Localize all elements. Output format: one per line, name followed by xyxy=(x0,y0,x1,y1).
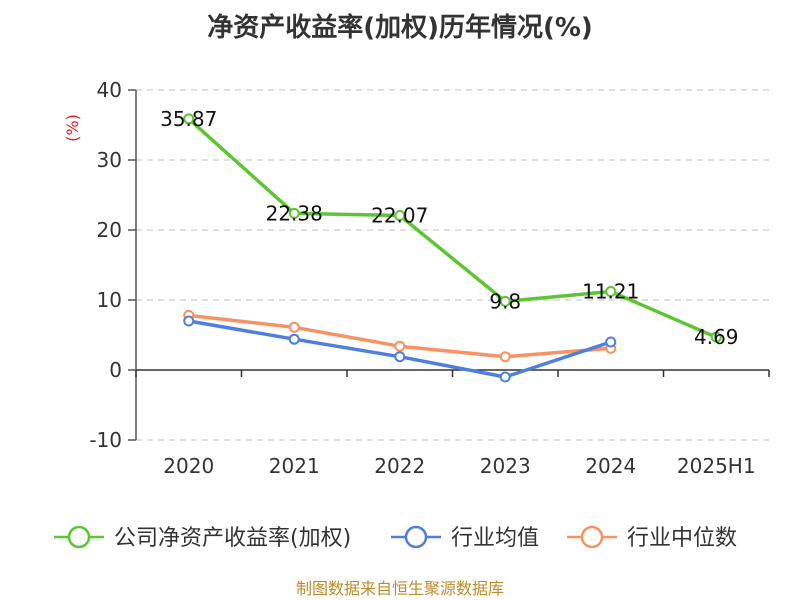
y-tick-label: 20 xyxy=(97,218,122,242)
data-point xyxy=(499,351,511,363)
data-point xyxy=(394,210,406,222)
legend-marker-icon xyxy=(404,525,428,549)
legend-label: 行业均值 xyxy=(451,526,539,551)
data-point xyxy=(288,207,300,219)
data-point xyxy=(183,315,195,327)
data-point xyxy=(605,336,617,348)
y-tick-label: 30 xyxy=(97,148,122,172)
data-point xyxy=(710,331,722,343)
legend-label: 公司净资产收益率(加权) xyxy=(114,526,351,551)
x-tick-label: 2020 xyxy=(163,454,214,478)
chart-title: 净资产收益率(加权)历年情况(%) xyxy=(207,12,593,43)
series-lines xyxy=(183,113,722,383)
axes xyxy=(135,90,770,440)
data-label: 35.87 xyxy=(160,107,217,131)
data-label: 4.69 xyxy=(694,325,739,349)
data-point xyxy=(183,113,195,125)
data-point xyxy=(499,371,511,383)
y-axis-unit: (%) xyxy=(63,114,82,142)
data-point xyxy=(394,340,406,352)
data-point xyxy=(499,295,511,307)
data-point xyxy=(288,333,300,345)
series-line xyxy=(187,117,718,339)
data-point xyxy=(394,351,406,363)
y-tick-label: 40 xyxy=(97,78,122,102)
data-label: 22.07 xyxy=(371,204,428,228)
x-tick-label: 2023 xyxy=(480,454,531,478)
legend: 公司净资产收益率(加权) 行业均值 行业中位数 xyxy=(54,525,737,551)
data-point xyxy=(288,321,300,333)
x-tick-label: 2021 xyxy=(269,454,320,478)
legend-marker-icon xyxy=(67,525,91,549)
data-label: 9.8 xyxy=(489,289,521,313)
y-tick-label: 0 xyxy=(109,358,122,382)
y-tick-label: 10 xyxy=(97,288,122,312)
x-tick-label: 2022 xyxy=(374,454,425,478)
footer-source: 制图数据来自恒生聚源数据库 xyxy=(296,579,504,598)
y-axis-ticks: -10 0 10 20 30 40 xyxy=(89,78,136,452)
data-label: 22.38 xyxy=(266,201,323,225)
y-tick-label: -10 xyxy=(89,428,122,452)
data-point xyxy=(605,286,617,298)
legend-label: 行业中位数 xyxy=(627,526,737,551)
x-tick-label: 2025H1 xyxy=(677,454,756,478)
data-label: 11.21 xyxy=(582,280,639,304)
data-labels: 35.87 22.38 22.07 9.8 11.21 4.69 xyxy=(160,107,738,349)
gridlines xyxy=(136,89,769,441)
x-tick-label: 2024 xyxy=(585,454,636,478)
legend-marker-icon xyxy=(580,525,604,549)
x-axis-ticks: 2020 2021 2022 2023 2024 2025H1 xyxy=(163,454,755,478)
